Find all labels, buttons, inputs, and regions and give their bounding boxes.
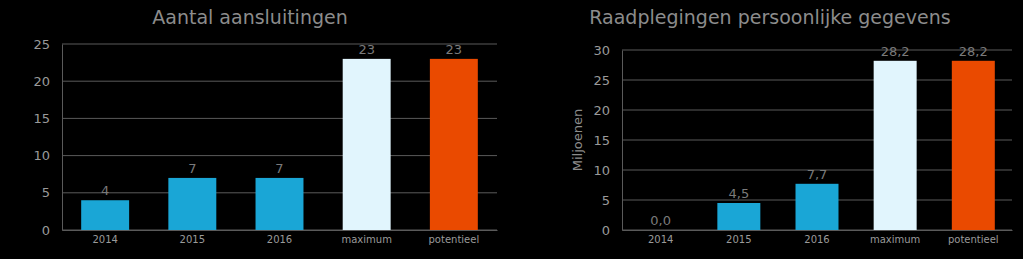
y-axis: 0 5 10 15 20 25 30 [593,43,622,238]
tick-label: 5 [602,193,610,208]
axis-line [62,45,63,231]
chart: Raadplegingen persoonlijke gegevens Miljo… [570,6,1013,245]
data-label: 7 [275,161,283,176]
bar [430,59,478,230]
bar [256,178,304,230]
y-axis-title: Miljoenen [570,109,585,171]
tick: 15 [593,133,622,148]
tick: 20 [33,74,62,89]
tick-label: 2014 [92,234,117,245]
tick: 10 [33,148,62,163]
tick-label: 30 [593,43,610,58]
tick-label: potentieel [429,234,480,245]
bar [796,184,839,230]
bar [168,178,216,230]
tick-label: 20 [33,74,50,89]
data-label: 7,7 [807,167,828,182]
data-label: 23 [446,42,463,57]
tick-label: 10 [593,163,610,178]
tick-label: 15 [33,111,50,126]
bar [343,59,391,230]
tick: maximum [341,230,391,245]
bar [717,203,760,230]
tick-label: 25 [593,73,610,88]
chart-title: Aantal aansluitingen [152,6,347,28]
data-label: 23 [358,42,375,57]
tick-label: 20 [593,103,610,118]
data-label: 28,2 [959,44,988,59]
x-axis: 2014 2015 2016 maximum potentieel [63,230,498,245]
tick-label: potentieel [948,234,999,245]
tick-label: 2015 [726,234,751,245]
tick: 10 [593,163,622,178]
tick: 2014 [648,230,673,245]
tick-label: 0 [42,223,50,238]
tick-label: 2014 [648,234,673,245]
y-axis: 0 5 10 15 20 25 [33,37,62,238]
tick: 25 [593,73,622,88]
tick-label: 0 [602,223,610,238]
canvas: Aantal aansluitingen05101520252014201520… [0,0,1023,259]
tick: 2015 [180,230,205,245]
data-label: 4 [101,183,109,198]
bars [81,59,478,230]
grid [622,50,1012,230]
bar [639,230,682,231]
axis-line [622,51,623,231]
tick: 30 [593,43,622,58]
data-label: 28,2 [881,44,910,59]
tick: 0 [42,223,62,238]
tick: 2015 [726,230,751,245]
tick: 20 [593,103,622,118]
tick-label: maximum [870,234,920,245]
axis-line [623,230,1013,231]
bar [81,200,129,230]
bar [952,61,995,230]
chart-title: Raadplegingen persoonlijke gegevens [589,6,950,28]
tick: 2016 [267,230,292,245]
tick-label: 2016 [804,234,829,245]
tick-label: 2016 [267,234,292,245]
tick: 15 [33,111,62,126]
tick: potentieel [429,230,480,245]
tick-label: 15 [593,133,610,148]
bars [717,61,994,230]
grid [62,44,497,230]
axis-line [63,230,498,231]
tick-label: 25 [33,37,50,52]
tick: 2016 [804,230,829,245]
data-label: 0,0 [650,213,671,228]
grid-line [62,44,497,45]
tick-label: maximum [341,234,391,245]
tick: 5 [602,193,622,208]
data-label: 4,5 [728,186,749,201]
x-axis: 2014 2015 2016 maximum potentieel [623,230,1013,245]
data-label: 7 [188,161,196,176]
tick-label: 2015 [180,234,205,245]
tick: 0 [602,223,622,238]
tick: 25 [33,37,62,52]
bar [874,61,917,230]
tick: 5 [42,185,62,200]
tick-label: 10 [33,148,50,163]
chart: Aantal aansluitingen05101520252014201520… [33,6,497,245]
tick-label: 5 [42,185,50,200]
tick: maximum [870,230,920,245]
grid-line [622,50,1012,51]
tick: 2014 [92,230,117,245]
data-labels: 0,0 4,5 7,7 28,2 28,2 [650,44,987,228]
tick: potentieel [948,230,999,245]
data-labels: 4 7 7 23 23 [101,42,462,198]
